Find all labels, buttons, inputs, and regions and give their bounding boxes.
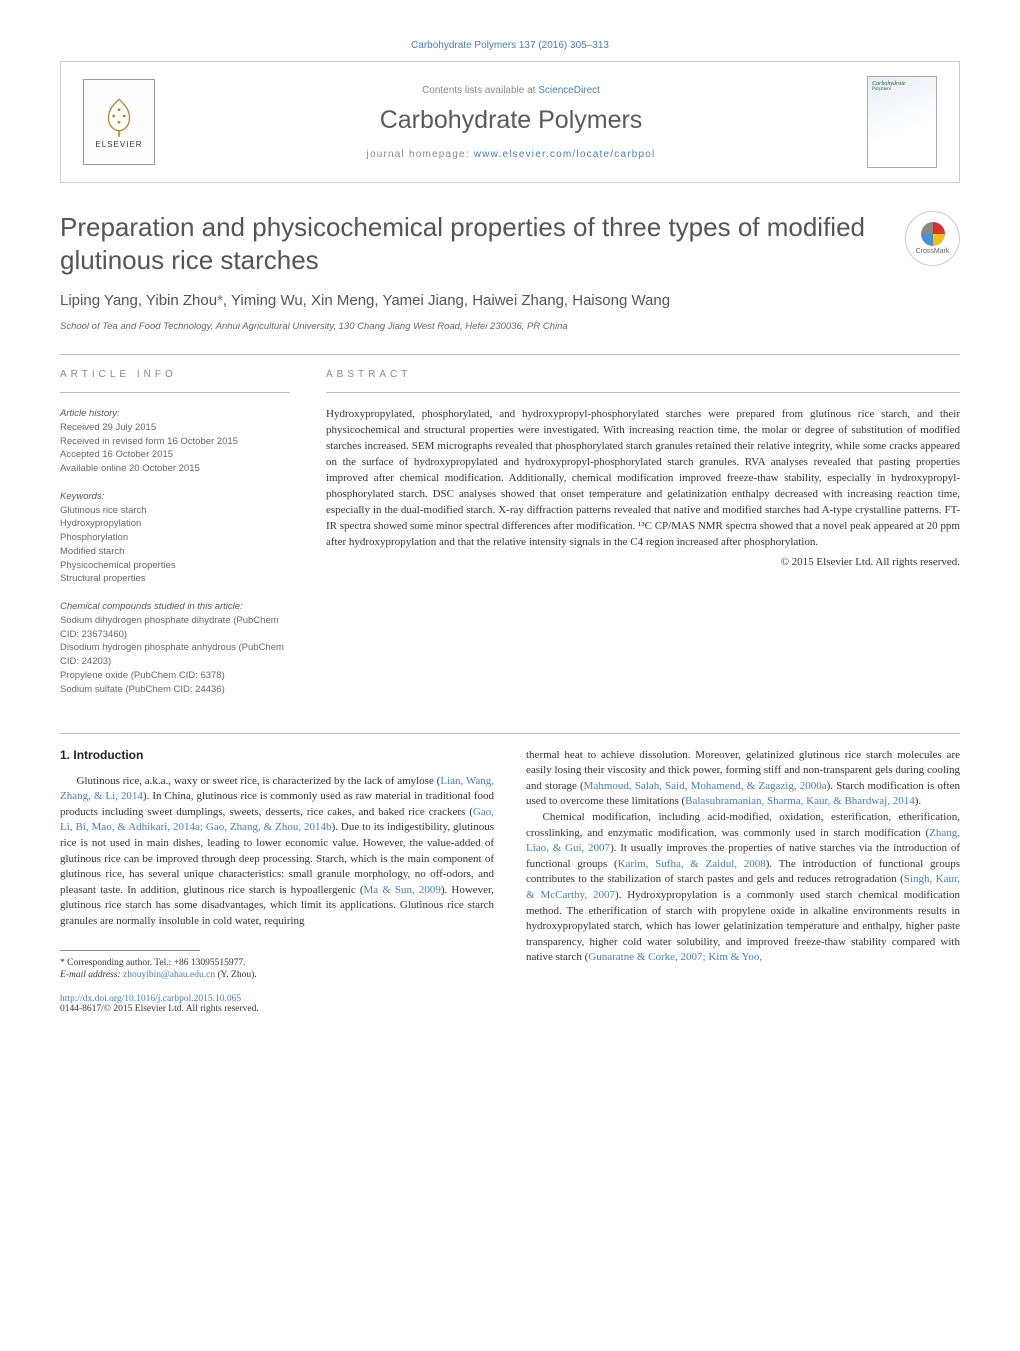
rule-top: [60, 354, 960, 355]
journal-header-box: ELSEVIER Contents lists available at Sci…: [60, 61, 960, 183]
section-number: 1.: [60, 748, 70, 762]
email-line: E-mail address: zhouyibin@ahau.edu.cn (Y…: [60, 969, 494, 982]
abstract-label: ABSTRACT: [326, 369, 960, 380]
citation-link[interactable]: Zhang, Liao, & Gui, 2007: [526, 827, 960, 855]
compound: Propylene oxide (PubChem CID: 6378): [60, 669, 290, 683]
homepage-link[interactable]: www.elsevier.com/locate/carbpol: [474, 149, 656, 160]
body-column-left: 1. Introduction Glutinous rice, a.k.a., …: [60, 748, 494, 1015]
page-root: Carbohydrate Polymers 137 (2016) 305–313…: [0, 0, 1020, 1054]
title-row: Preparation and physicochemical properti…: [60, 211, 960, 290]
citation-link[interactable]: Balasubramanian, Sharma, Kaur, & Bhardwa…: [685, 795, 915, 807]
journal-cover-thumb: Carbohydrate Polymers: [867, 76, 937, 168]
citation-link[interactable]: Ma & Sun, 2009: [364, 884, 441, 896]
history-line: Accepted 16 October 2015: [60, 448, 290, 462]
corresponding-text: * Corresponding author. Tel.: +86 130955…: [60, 957, 494, 970]
crossmark-icon: [921, 222, 945, 246]
header-center: Contents lists available at ScienceDirec…: [155, 85, 867, 160]
crossmark-badge[interactable]: CrossMark: [905, 211, 960, 266]
keyword: Glutinous rice starch: [60, 504, 290, 518]
authors-text: Liping Yang, Yibin Zhou*, Yiming Wu, Xin…: [60, 292, 670, 309]
running-header: Carbohydrate Polymers 137 (2016) 305–313: [60, 40, 960, 51]
affiliation: School of Tea and Food Technology, Anhui…: [60, 321, 960, 332]
elsevier-tree-icon: [98, 95, 140, 137]
issn-copyright: 0144-8617/© 2015 Elsevier Ltd. All right…: [60, 1004, 494, 1014]
footnote-rule: [60, 950, 200, 951]
publisher-logo: ELSEVIER: [83, 79, 155, 165]
compound: Sodium dihydrogen phosphate dihydrate (P…: [60, 614, 290, 642]
history-line: Received in revised form 16 October 2015: [60, 435, 290, 449]
compound: Sodium sulfate (PubChem CID: 24436): [60, 683, 290, 697]
citation-link[interactable]: Gao, Li, Bi, Mao, & Adhikari, 2014a; Gao…: [60, 806, 494, 834]
compounds-block: Chemical compounds studied in this artic…: [60, 600, 290, 696]
history-line: Available online 20 October 2015: [60, 462, 290, 476]
article-info-column: ARTICLE INFO Article history: Received 2…: [60, 369, 290, 711]
publisher-name: ELSEVIER: [95, 140, 142, 149]
keyword: Hydroxypropylation: [60, 517, 290, 531]
corresponding-marker[interactable]: *: [217, 292, 223, 309]
homepage-line: journal homepage: www.elsevier.com/locat…: [155, 149, 867, 160]
section-title: Introduction: [73, 748, 143, 762]
article-info-label: ARTICLE INFO: [60, 369, 290, 380]
article-title: Preparation and physicochemical properti…: [60, 211, 885, 276]
contents-line: Contents lists available at ScienceDirec…: [155, 85, 867, 96]
keywords-block: Keywords: Glutinous rice starch Hydroxyp…: [60, 490, 290, 586]
abstract-column: ABSTRACT Hydroxypropylated, phosphorylat…: [326, 369, 960, 711]
info-abstract-row: ARTICLE INFO Article history: Received 2…: [60, 369, 960, 711]
body-paragraph: thermal heat to achieve dissolution. Mor…: [526, 748, 960, 967]
sciencedirect-link[interactable]: ScienceDirect: [538, 85, 600, 96]
citation-link[interactable]: Karim, Sufha, & Zaidul, 2008: [618, 858, 766, 870]
rule-bottom: [60, 733, 960, 734]
keyword: Modified starch: [60, 545, 290, 559]
keywords-heading: Keywords:: [60, 490, 290, 504]
email-label: E-mail address:: [60, 970, 123, 980]
running-header-link[interactable]: Carbohydrate Polymers 137 (2016) 305–313: [411, 40, 609, 51]
history-heading: Article history:: [60, 407, 290, 421]
body-paragraph: Glutinous rice, a.k.a., waxy or sweet ri…: [60, 774, 494, 930]
email-link[interactable]: zhouyibin@ahau.edu.cn: [123, 970, 215, 980]
body-column-right: thermal heat to achieve dissolution. Mor…: [526, 748, 960, 1015]
crossmark-label: CrossMark: [916, 248, 950, 255]
keyword: Structural properties: [60, 572, 290, 586]
keyword: Phosphorylation: [60, 531, 290, 545]
doi-link[interactable]: http://dx.doi.org/10.1016/j.carbpol.2015…: [60, 994, 241, 1004]
doi-block: http://dx.doi.org/10.1016/j.carbpol.2015…: [60, 994, 494, 1014]
corresponding-footnote: * Corresponding author. Tel.: +86 130955…: [60, 957, 494, 983]
citation-link[interactable]: Lian, Wang, Zhang, & Li, 2014: [60, 775, 494, 803]
citation-link[interactable]: Mahmoud, Salah, Said, Mohamend, & Zagazi…: [584, 780, 827, 792]
abstract-text: Hydroxypropylated, phosphorylated, and h…: [326, 407, 960, 550]
contents-prefix: Contents lists available at: [422, 85, 538, 96]
abstract-copyright: © 2015 Elsevier Ltd. All rights reserved…: [326, 556, 960, 568]
citation-link[interactable]: Gunaratne & Corke, 2007; Kim & Yoo,: [588, 951, 762, 963]
citation-link[interactable]: Singh, Kaur, & McCarthy, 2007: [526, 873, 960, 901]
body-columns: 1. Introduction Glutinous rice, a.k.a., …: [60, 748, 960, 1015]
compounds-heading: Chemical compounds studied in this artic…: [60, 600, 290, 614]
history-line: Received 29 July 2015: [60, 421, 290, 435]
authors-line: Liping Yang, Yibin Zhou*, Yiming Wu, Xin…: [60, 290, 960, 311]
rule-abstract: [326, 392, 960, 393]
article-history-block: Article history: Received 29 July 2015 R…: [60, 407, 290, 476]
rule-info: [60, 392, 290, 393]
cover-subtitle: Polymers: [872, 87, 932, 92]
homepage-prefix: journal homepage:: [367, 149, 474, 160]
keyword: Physicochemical properties: [60, 559, 290, 573]
compound: Disodium hydrogen phosphate anhydrous (P…: [60, 641, 290, 669]
journal-name: Carbohydrate Polymers: [155, 106, 867, 135]
email-suffix: (Y. Zhou).: [215, 970, 257, 980]
section-heading: 1. Introduction: [60, 748, 494, 762]
